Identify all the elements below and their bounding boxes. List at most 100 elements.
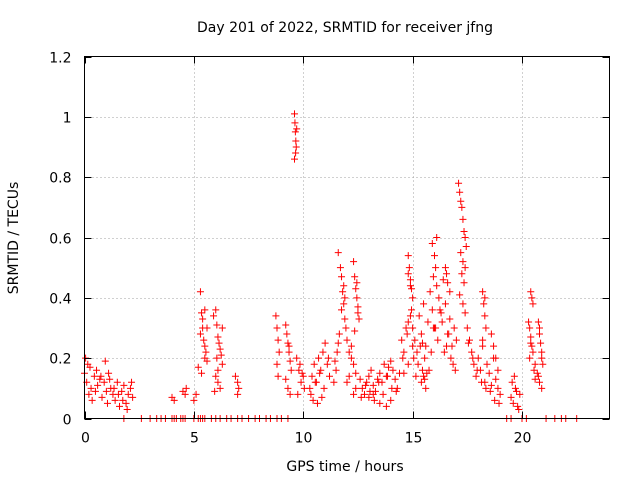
- data-point: [511, 384, 519, 392]
- data-point: [214, 366, 222, 374]
- grid-lines: [84, 56, 610, 419]
- data-point: [528, 294, 536, 302]
- data-point: [409, 294, 417, 302]
- data-point: [403, 330, 411, 338]
- data-point: [526, 354, 534, 362]
- data-point: [492, 375, 500, 383]
- data-point: [399, 354, 407, 362]
- data-point: [85, 390, 93, 398]
- data-point: [534, 318, 542, 326]
- data-point: [415, 312, 423, 320]
- data-point: [292, 149, 300, 157]
- data-point: [445, 330, 453, 338]
- data-point: [473, 366, 481, 374]
- data-point: [457, 249, 465, 257]
- data-point: [367, 366, 375, 374]
- data-point: [215, 339, 223, 347]
- data-point: [332, 366, 340, 374]
- data-point: [273, 324, 281, 332]
- data-point: [495, 399, 503, 407]
- data-point: [417, 378, 425, 386]
- data-point: [387, 357, 395, 365]
- data-point: [345, 348, 353, 356]
- data-point: [538, 348, 546, 356]
- data-point: [466, 336, 473, 344]
- data-point: [469, 354, 477, 362]
- data-point: [389, 366, 397, 374]
- data-point: [201, 342, 209, 350]
- data-point: [480, 300, 488, 308]
- data-point: [318, 393, 326, 401]
- data-point: [94, 381, 102, 389]
- data-point: [119, 396, 127, 404]
- data-point: [490, 342, 498, 350]
- data-point: [330, 378, 338, 386]
- data-point: [409, 324, 417, 332]
- data-point: [214, 333, 222, 341]
- data-point: [452, 336, 460, 344]
- data-point: [86, 363, 94, 371]
- data-point: [210, 312, 218, 320]
- data-point: [369, 390, 377, 398]
- data-point: [446, 288, 454, 296]
- data-point: [285, 342, 293, 350]
- data-point: [339, 288, 347, 296]
- x-tick-label: 5: [190, 431, 199, 447]
- data-point: [485, 369, 493, 377]
- data-point: [363, 378, 371, 386]
- data-point: [429, 273, 437, 281]
- data-point: [379, 390, 387, 398]
- data-point: [464, 339, 472, 347]
- y-tick-label: 0.8: [49, 171, 71, 187]
- data-point: [435, 294, 443, 302]
- data-point: [513, 387, 521, 395]
- data-point: [487, 330, 495, 338]
- data-point: [113, 378, 121, 386]
- data-point: [90, 372, 98, 380]
- data-point: [404, 318, 412, 326]
- data-point: [483, 360, 491, 368]
- data-point: [97, 372, 105, 380]
- data-point: [481, 294, 489, 302]
- data-point: [534, 372, 542, 380]
- data-point: [334, 249, 342, 257]
- data-point: [436, 306, 444, 314]
- data-point: [456, 188, 464, 196]
- data-point: [459, 215, 467, 223]
- data-series: [81, 110, 581, 422]
- data-point: [343, 336, 351, 344]
- data-point: [293, 354, 301, 362]
- data-point: [291, 110, 298, 118]
- data-point: [416, 342, 424, 350]
- data-point: [234, 390, 242, 398]
- data-point: [340, 282, 348, 290]
- data-point: [102, 387, 110, 395]
- data-point: [352, 285, 360, 293]
- data-point: [213, 354, 221, 362]
- data-point: [508, 378, 516, 386]
- data-point: [510, 372, 518, 380]
- plot-border: [84, 56, 610, 419]
- data-point: [429, 324, 437, 332]
- x-tick-label: 15: [405, 431, 423, 447]
- data-point: [458, 203, 466, 211]
- data-point: [334, 339, 342, 347]
- data-point: [537, 339, 545, 347]
- data-point: [450, 324, 458, 332]
- data-point: [405, 264, 413, 272]
- data-point: [352, 369, 360, 377]
- data-point: [296, 360, 304, 368]
- data-point: [515, 405, 523, 413]
- data-point: [194, 363, 202, 371]
- y-tick-label: 0: [63, 413, 72, 429]
- data-point: [181, 390, 189, 398]
- data-point: [409, 342, 417, 350]
- data-point: [170, 396, 178, 404]
- data-point: [98, 393, 106, 401]
- data-point: [295, 366, 303, 374]
- data-point: [433, 282, 441, 290]
- data-point: [525, 318, 533, 326]
- data-point: [528, 342, 536, 350]
- data-point: [479, 288, 487, 296]
- data-point: [354, 309, 362, 317]
